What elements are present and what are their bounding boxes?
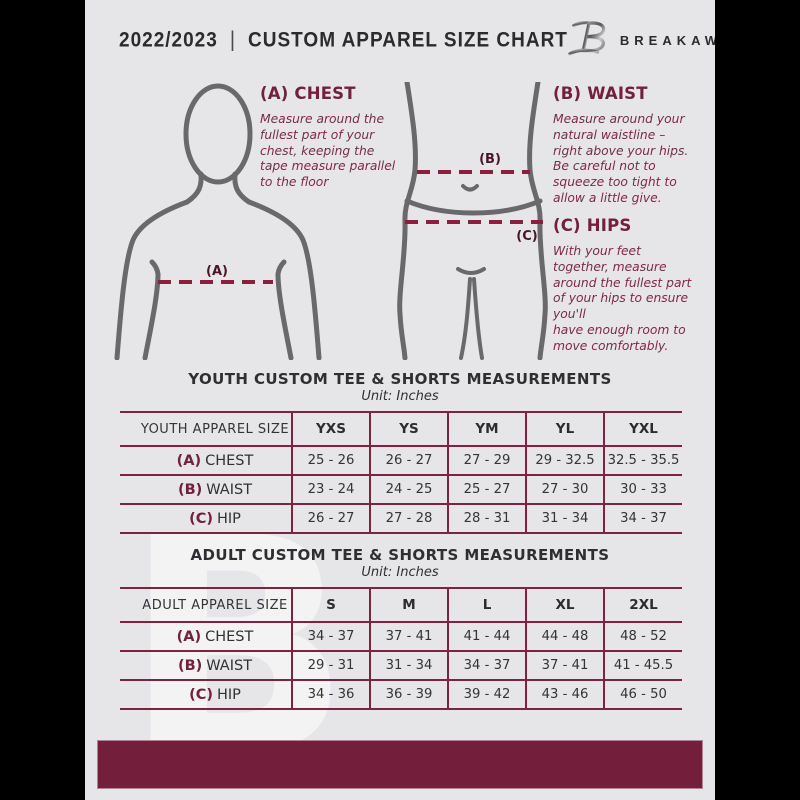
table-cell: 44 - 48 [525, 622, 604, 652]
adult-chest-row: (A) CHEST 34 - 37 37 - 41 41 - 44 44 - 48… [120, 622, 682, 652]
youth-col-ym: YM [447, 412, 526, 447]
season-label: 2022/2023 [119, 27, 218, 52]
table-cell: 43 - 46 [525, 680, 604, 710]
table-cell: 25 - 27 [447, 475, 526, 505]
table-cell: 27 - 28 [369, 504, 448, 534]
brand-lockup: BREAKAWAY [568, 17, 715, 63]
youth-waist-label: (B) WAIST [120, 475, 292, 505]
waist-heading: (B) WAIST [553, 84, 648, 103]
table-cell: 29 - 32.5 [525, 446, 604, 476]
adult-size-table: ADULT APPAREL SIZE S M L XL 2XL (A) CHEST… [120, 587, 682, 710]
table-cell: 28 - 31 [447, 504, 526, 534]
brand-name: BREAKAWAY [619, 32, 715, 48]
adult-hip-label: (C) HIP [120, 680, 292, 710]
table-cell: 23 - 24 [291, 475, 370, 505]
chest-description: Measure around the fullest part of your … [260, 112, 396, 190]
waist-instructions: (B) WAIST Measure around your natural wa… [553, 84, 705, 207]
youth-table-unit: Unit: Inches [361, 389, 439, 404]
adult-size-column-label: ADULT APPAREL SIZE [120, 588, 292, 623]
table-cell: 31 - 34 [369, 651, 448, 681]
table-cell: 32.5 - 35.5 [603, 446, 682, 476]
table-cell: 48 - 52 [603, 622, 682, 652]
hips-heading: (C) HIPS [553, 216, 632, 235]
adult-chest-label: (A) CHEST [120, 622, 292, 652]
table-cell: 26 - 27 [291, 504, 370, 534]
youth-hip-label: (C) HIP [120, 504, 292, 534]
table-cell: 34 - 36 [291, 680, 370, 710]
youth-col-ys: YS [369, 412, 448, 447]
table-cell: 27 - 29 [447, 446, 526, 476]
table-cell: 31 - 34 [525, 504, 604, 534]
table-cell: 34 - 37 [447, 651, 526, 681]
table-cell: 29 - 31 [291, 651, 370, 681]
waist-description: Measure around your natural waistline – … [553, 112, 689, 205]
table-cell: 34 - 37 [291, 622, 370, 652]
table-cell: 34 - 37 [603, 504, 682, 534]
youth-section-header: YOUTH CUSTOM TEE & SHORTS MEASUREMENTS U… [85, 370, 715, 404]
adult-waist-label: (B) WAIST [120, 651, 292, 681]
table-cell: 30 - 33 [603, 475, 682, 505]
table-cell: 24 - 25 [369, 475, 448, 505]
lower-body-figure: (B) (C) [390, 79, 560, 364]
table-cell: 27 - 30 [525, 475, 604, 505]
table-cell: 36 - 39 [369, 680, 448, 710]
page-header: 2022/2023 | CUSTOM APPAREL SIZE CHART [85, 0, 715, 66]
figure-chest-label: (A) [206, 264, 228, 279]
youth-col-yxl: YXL [603, 412, 682, 447]
youth-table-title: YOUTH CUSTOM TEE & SHORTS MEASUREMENTS [188, 370, 612, 388]
youth-col-yl: YL [525, 412, 604, 447]
youth-hip-row: (C) HIP 26 - 27 27 - 28 28 - 31 31 - 34 3… [120, 504, 682, 534]
hips-description: With your feet together, measure around … [553, 244, 692, 353]
adult-table-header-row: ADULT APPAREL SIZE S M L XL 2XL [120, 588, 682, 623]
chart-title: CUSTOM APPAREL SIZE CHART [248, 27, 568, 52]
breakaway-b-logo-icon [568, 17, 612, 63]
adult-col-xl: XL [525, 588, 604, 623]
adult-col-2xl: 2XL [603, 588, 682, 623]
page-title: 2022/2023 | CUSTOM APPAREL SIZE CHART [119, 27, 568, 53]
table-cell: 41 - 44 [447, 622, 526, 652]
upper-body-figure-icon: (A) [114, 83, 322, 361]
upper-body-figure: (A) [105, 82, 335, 364]
youth-chest-row: (A) CHEST 25 - 26 26 - 27 27 - 29 29 - 32… [120, 446, 682, 476]
adult-hip-row: (C) HIP 34 - 36 36 - 39 39 - 42 43 - 46 4… [120, 680, 682, 710]
table-cell: 46 - 50 [603, 680, 682, 710]
adult-waist-row: (B) WAIST 29 - 31 31 - 34 34 - 37 37 - 41… [120, 651, 682, 681]
adult-section-header: ADULT CUSTOM TEE & SHORTS MEASUREMENTS U… [85, 546, 715, 580]
chest-heading: (A) CHEST [260, 84, 356, 103]
table-cell: 39 - 42 [447, 680, 526, 710]
chest-instructions: (A) CHEST Measure around the fullest par… [260, 84, 410, 191]
youth-table-header-row: YOUTH APPAREL SIZE YXS YS YM YL YXL [120, 412, 682, 447]
adult-table-unit: Unit: Inches [361, 565, 439, 580]
adult-col-l: L [447, 588, 526, 623]
youth-size-column-label: YOUTH APPAREL SIZE [120, 412, 292, 447]
footer-accent-bar [97, 740, 703, 789]
hips-instructions: (C) HIPS With your feet together, measur… [553, 216, 705, 355]
youth-waist-row: (B) WAIST 23 - 24 24 - 25 25 - 27 27 - 30… [120, 475, 682, 505]
lower-body-figure-icon: (B) (C) [397, 79, 548, 361]
adult-col-m: M [369, 588, 448, 623]
table-cell: 25 - 26 [291, 446, 370, 476]
adult-table-title: ADULT CUSTOM TEE & SHORTS MEASUREMENTS [190, 546, 610, 564]
figure-hips-label: (C) [516, 229, 537, 244]
table-cell: 41 - 45.5 [603, 651, 682, 681]
title-divider: | [229, 27, 237, 52]
adult-col-s: S [291, 588, 370, 623]
table-cell: 26 - 27 [369, 446, 448, 476]
youth-chest-label: (A) CHEST [120, 446, 292, 476]
size-chart-page: B 2022/2023 | CUSTOM APPAREL SIZE CHART [85, 0, 715, 800]
youth-size-table: YOUTH APPAREL SIZE YXS YS YM YL YXL (A) C… [120, 411, 682, 534]
table-cell: 37 - 41 [525, 651, 604, 681]
youth-col-yxs: YXS [291, 412, 370, 447]
figure-waist-label: (B) [479, 152, 501, 167]
table-cell: 37 - 41 [369, 622, 448, 652]
